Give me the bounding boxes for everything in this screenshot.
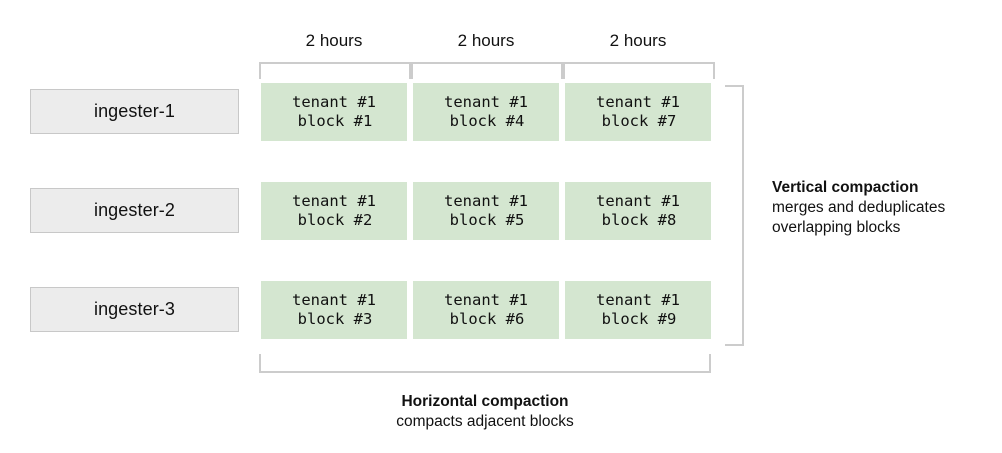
time-segment-label-2: 2 hours (457, 31, 515, 50)
horizontal-compaction-line-1: compacts adjacent blocks (396, 413, 574, 430)
time-segment-label-3: 2 hours (609, 31, 667, 50)
block-id: block #8 (601, 211, 677, 229)
block-tenant: tenant #1 (596, 192, 680, 210)
block-tenant: tenant #1 (596, 291, 680, 309)
block-tenant: tenant #1 (292, 291, 376, 309)
block-tile: tenant #1 block #2 (261, 182, 407, 240)
block-tenant: tenant #1 (444, 291, 528, 309)
horizontal-compaction-title: Horizontal compaction (401, 393, 569, 410)
block-tile: tenant #1 block #1 (261, 83, 407, 141)
block-tenant: tenant #1 (596, 93, 680, 111)
block-tile: tenant #1 block #5 (413, 182, 559, 240)
horizontal-compaction-bracket (259, 354, 711, 373)
block-tenant: tenant #1 (444, 93, 528, 111)
time-range-bracket-3 (563, 62, 715, 79)
time-segment-label-1: 2 hours (305, 31, 363, 50)
block-tile: tenant #1 block #4 (413, 83, 559, 141)
vertical-compaction-title: Vertical compaction (772, 179, 919, 196)
block-tile: tenant #1 block #3 (261, 281, 407, 339)
block-tile: tenant #1 block #7 (565, 83, 711, 141)
block-id: block #5 (449, 211, 525, 229)
block-tile: tenant #1 block #9 (565, 281, 711, 339)
horizontal-compaction-annotation: Horizontal compaction compacts adjacent … (259, 392, 711, 432)
block-tile: tenant #1 block #8 (565, 182, 711, 240)
vertical-compaction-bracket (725, 85, 744, 346)
block-id: block #7 (601, 112, 677, 130)
block-id: block #4 (449, 112, 525, 130)
block-id: block #9 (601, 310, 677, 328)
block-id: block #1 (297, 112, 373, 130)
ingester-label-2: ingester-2 (30, 188, 239, 233)
vertical-compaction-annotation: Vertical compaction merges and deduplica… (772, 178, 997, 238)
vertical-compaction-line-2: overlapping blocks (772, 219, 901, 236)
block-id: block #2 (297, 211, 373, 229)
block-id: block #6 (449, 310, 525, 328)
block-id: block #3 (297, 310, 373, 328)
time-range-bracket-2 (411, 62, 563, 79)
time-range-bracket-1 (259, 62, 411, 79)
ingester-label-1: ingester-1 (30, 89, 239, 134)
block-tenant: tenant #1 (292, 192, 376, 210)
block-tile: tenant #1 block #6 (413, 281, 559, 339)
block-tenant: tenant #1 (444, 192, 528, 210)
block-tenant: tenant #1 (292, 93, 376, 111)
vertical-compaction-line-1: merges and deduplicates (772, 199, 946, 216)
ingester-label-3: ingester-3 (30, 287, 239, 332)
